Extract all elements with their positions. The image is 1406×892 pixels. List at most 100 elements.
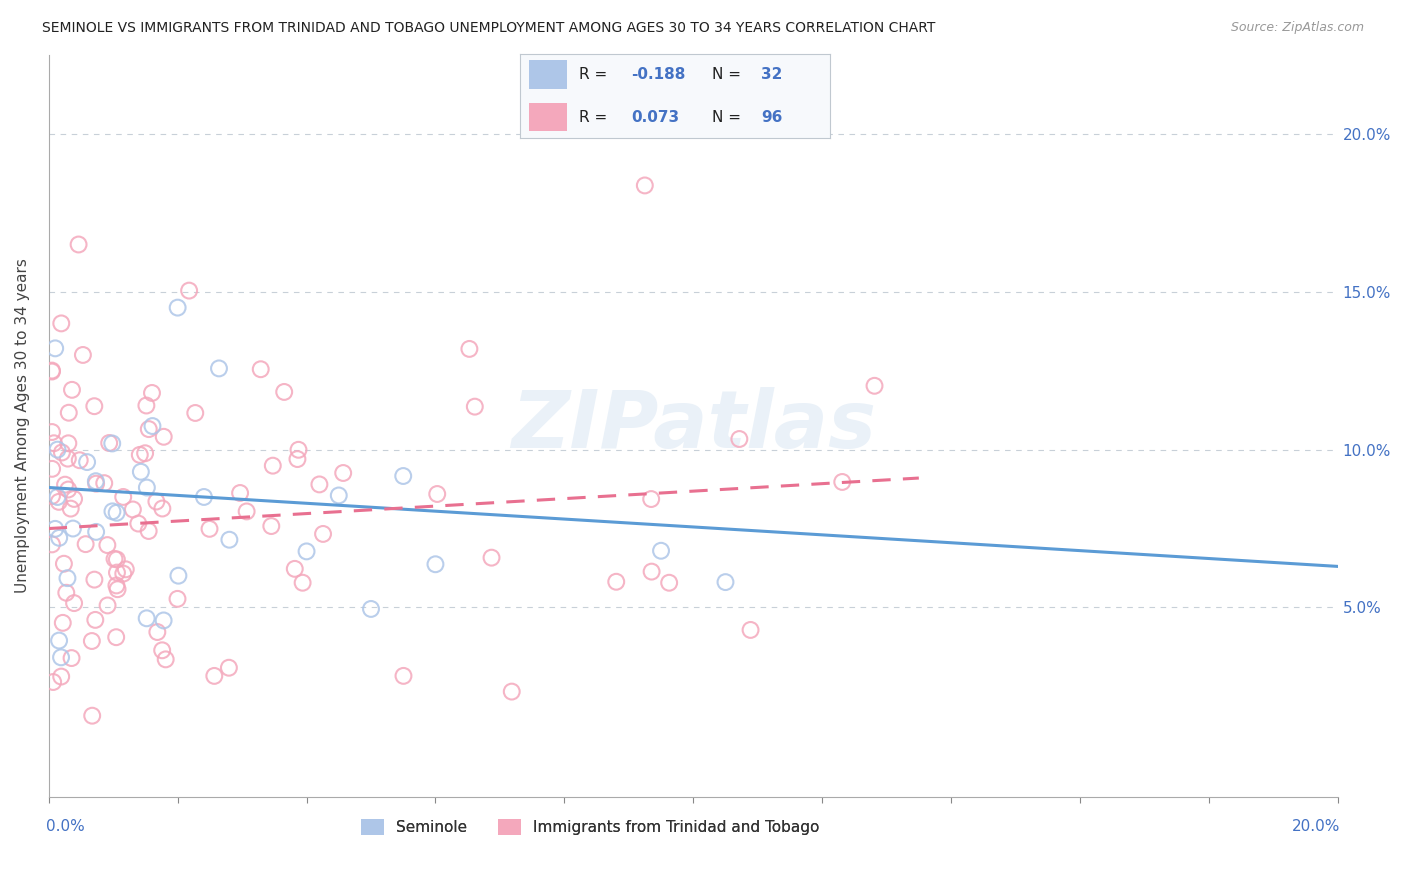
Point [218, 661, 240, 675]
Point [55, 586, 77, 600]
Point [58, 436, 80, 450]
Point [426, 487, 449, 501]
Point [728, 432, 751, 446]
Point [60, 383, 83, 397]
Point [42, 436, 65, 450]
Text: R =: R = [579, 110, 612, 125]
Text: 32: 32 [762, 67, 783, 82]
Legend: Seminole, Immigrants from Trinidad and Tobago: Seminole, Immigrants from Trinidad and T… [354, 813, 825, 841]
Point [41, 537, 63, 551]
Point [658, 575, 681, 590]
Point [84, 613, 107, 627]
Point [150, 501, 173, 516]
Point [59, 501, 82, 516]
Y-axis label: Unemployment Among Ages 30 to 34 years: Unemployment Among Ages 30 to 34 years [15, 259, 30, 593]
Point [67, 237, 90, 252]
Point [501, 684, 523, 698]
Point [41, 462, 63, 476]
Point [101, 504, 124, 518]
Point [146, 625, 169, 640]
Point [392, 469, 415, 483]
Point [52, 615, 75, 630]
Point [49, 650, 72, 665]
Bar [530, 61, 567, 89]
Point [167, 568, 190, 582]
Point [122, 502, 145, 516]
Point [464, 400, 486, 414]
Point [46, 442, 69, 457]
Point [155, 652, 177, 666]
Point [41, 425, 63, 439]
Point [145, 494, 167, 508]
Point [287, 442, 309, 457]
Point [48, 633, 70, 648]
Point [640, 491, 662, 506]
Point [198, 522, 221, 536]
Point [458, 342, 481, 356]
Text: N =: N = [711, 110, 745, 125]
Point [42, 675, 65, 690]
Point [714, 575, 737, 590]
Point [332, 466, 354, 480]
Point [218, 533, 240, 547]
Point [103, 552, 125, 566]
Point [44, 522, 66, 536]
Text: 0.0%: 0.0% [46, 819, 84, 834]
Point [138, 422, 160, 436]
Point [291, 575, 314, 590]
Point [152, 614, 174, 628]
Point [48, 495, 70, 509]
Text: R =: R = [579, 67, 612, 82]
Text: 96: 96 [762, 110, 783, 125]
Point [202, 669, 225, 683]
Point [63, 596, 86, 610]
Point [76, 455, 98, 469]
Point [634, 178, 657, 193]
Point [41, 489, 63, 503]
Point [308, 477, 330, 491]
Point [312, 527, 335, 541]
Point [112, 490, 135, 504]
Point [640, 565, 662, 579]
Point [184, 406, 207, 420]
Point [105, 552, 128, 566]
Point [134, 446, 156, 460]
Point [51, 669, 73, 683]
Point [166, 591, 188, 606]
Point [84, 524, 107, 539]
Point [135, 481, 157, 495]
Point [273, 384, 295, 399]
Point [229, 486, 252, 500]
Point [83, 573, 105, 587]
Point [72, 348, 94, 362]
Point [51, 445, 73, 459]
Text: N =: N = [711, 67, 745, 82]
Point [41, 365, 63, 379]
Text: SEMINOLE VS IMMIGRANTS FROM TRINIDAD AND TOBAGO UNEMPLOYMENT AMONG AGES 30 TO 34: SEMINOLE VS IMMIGRANTS FROM TRINIDAD AND… [42, 21, 935, 35]
Point [75, 537, 97, 551]
Point [96, 538, 118, 552]
Point [98, 436, 121, 450]
Point [44, 342, 66, 356]
Point [328, 488, 350, 502]
Point [141, 419, 163, 434]
Point [260, 519, 283, 533]
Point [127, 516, 149, 531]
Point [129, 465, 152, 479]
Text: Source: ZipAtlas.com: Source: ZipAtlas.com [1230, 21, 1364, 34]
Point [360, 602, 382, 616]
Point [58, 406, 80, 420]
Point [105, 506, 128, 520]
Point [46, 490, 69, 504]
Point [101, 436, 124, 450]
Text: ZIPatlas: ZIPatlas [510, 387, 876, 465]
Point [58, 483, 80, 497]
Text: 0.073: 0.073 [631, 110, 679, 125]
Point [141, 386, 163, 401]
Point [235, 504, 257, 518]
Point [56, 571, 79, 585]
Point [107, 582, 129, 597]
Point [48, 531, 70, 545]
Point [62, 522, 84, 536]
Point [831, 475, 853, 489]
